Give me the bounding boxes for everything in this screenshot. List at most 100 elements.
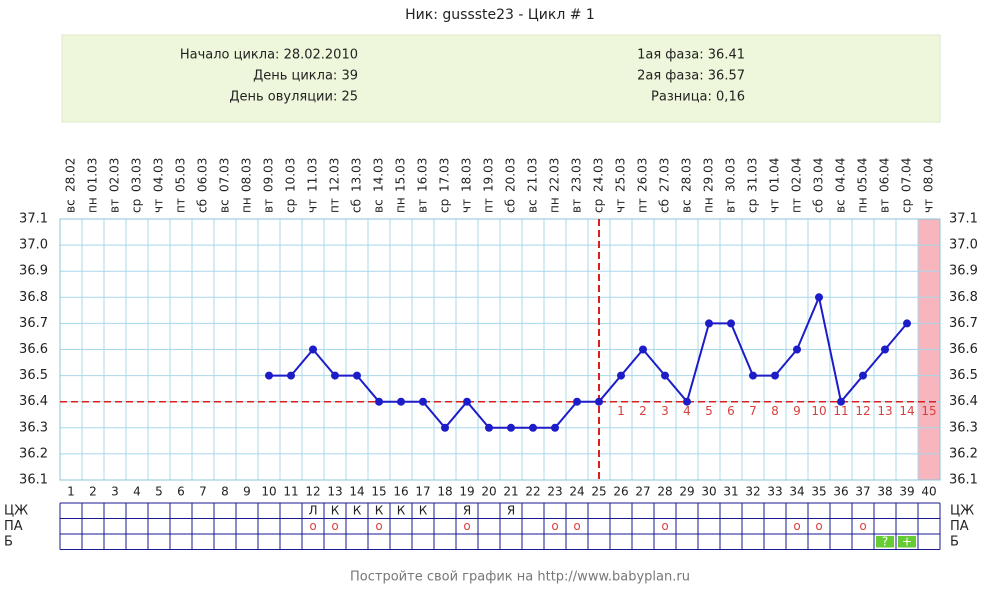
info-right: 1ая фаза: 36.41	[637, 48, 745, 63]
date: 22.03	[548, 158, 562, 192]
date: 07.03	[218, 158, 232, 192]
weekday: ср	[438, 199, 452, 213]
row-cell-text: К	[397, 503, 406, 517]
date: 06.03	[196, 158, 210, 192]
x-tick-label: 36	[833, 485, 848, 499]
weekday: вт	[878, 199, 892, 213]
luteal-day: 14	[899, 404, 914, 418]
date: 08.03	[240, 158, 254, 192]
temperature-point	[397, 397, 405, 406]
x-tick-label: 30	[701, 485, 716, 499]
date: 14.03	[372, 158, 386, 192]
x-tick-label: 11	[283, 485, 298, 499]
weekday: пн	[856, 197, 870, 213]
weekday: чт	[460, 199, 474, 213]
weekday: вс	[218, 199, 232, 213]
temperature-point	[353, 371, 361, 380]
temperature-point	[859, 371, 867, 380]
weekday: пн	[240, 197, 254, 213]
weekday: чт	[614, 199, 628, 213]
temperature-point	[595, 397, 603, 406]
date: 21.03	[526, 158, 540, 192]
y-tick-label-right: 36.4	[949, 394, 978, 409]
y-tick-label-right: 37.0	[949, 238, 978, 253]
date: 25.03	[614, 158, 628, 192]
date: 29.03	[702, 158, 716, 192]
info-left: День цикла: 39	[253, 69, 358, 84]
row-cell-text: o	[375, 519, 382, 533]
date: 31.03	[746, 158, 760, 192]
temperature-point	[463, 397, 471, 406]
row-label: ПА	[4, 519, 23, 534]
temperature-point	[551, 423, 559, 432]
temperature-point	[771, 371, 779, 380]
date: 18.03	[460, 158, 474, 192]
info-right: 2ая фаза: 36.57	[637, 69, 745, 84]
row-label-right: ПА	[950, 519, 969, 534]
luteal-day: 15	[921, 404, 936, 418]
weekday: чт	[152, 199, 166, 213]
weekday: вт	[262, 199, 276, 213]
x-tick-label: 27	[635, 485, 650, 499]
date: 07.04	[900, 158, 914, 192]
x-tick-label: 28	[657, 485, 672, 499]
temperature-point	[903, 319, 911, 328]
weekday: пн	[548, 197, 562, 213]
weekday: ср	[900, 199, 914, 213]
temperature-line	[269, 293, 908, 430]
date: 10.03	[284, 158, 298, 192]
temperature-point	[617, 371, 625, 380]
temperature-point	[573, 397, 581, 406]
date: 03.03	[130, 158, 144, 192]
luteal-day: 4	[683, 404, 691, 418]
weekday: чт	[922, 199, 936, 213]
temperature-point	[331, 371, 339, 380]
date: 08.04	[922, 158, 936, 192]
x-tick-label: 16	[393, 485, 408, 499]
x-tick-label: 1	[67, 485, 75, 499]
weekday: чт	[768, 199, 782, 213]
weekday: вс	[834, 199, 848, 213]
y-tick-label-right: 36.8	[949, 290, 978, 305]
temperature-point	[727, 319, 735, 328]
row-cell-text: К	[419, 503, 428, 517]
y-tick-label-right: 36.7	[949, 316, 978, 331]
date: 03.04	[812, 158, 826, 192]
x-tick-label: 26	[613, 485, 628, 499]
row-cell-text: o	[463, 519, 470, 533]
date: 06.04	[878, 158, 892, 192]
info-left: Начало цикла: 28.02.2010	[180, 48, 358, 63]
date: 04.03	[152, 158, 166, 192]
date: 02.04	[790, 158, 804, 192]
date: 27.03	[658, 158, 672, 192]
x-tick-label: 21	[503, 485, 518, 499]
date: 19.03	[482, 158, 496, 192]
date: 01.03	[86, 158, 100, 192]
luteal-day: 13	[877, 404, 892, 418]
y-tick-label: 36.3	[19, 420, 48, 435]
weekday: пт	[328, 198, 342, 213]
temperature-point	[661, 371, 669, 380]
y-tick-label-right: 37.1	[949, 212, 978, 227]
row-cell-text: +	[902, 534, 912, 548]
luteal-day: 3	[661, 404, 669, 418]
temperature-point	[815, 293, 823, 302]
weekday: сб	[504, 199, 518, 213]
y-tick-label-right: 36.3	[949, 420, 978, 435]
test-cell	[876, 536, 894, 548]
luteal-day: 1	[617, 404, 625, 418]
weekday: вт	[570, 199, 584, 213]
x-tick-label: 13	[327, 485, 342, 499]
row-cell-text: o	[309, 519, 316, 533]
weekday: вт	[416, 199, 430, 213]
temperature-point	[485, 423, 493, 432]
weekday: вс	[372, 199, 386, 213]
luteal-day: 7	[749, 404, 757, 418]
luteal-day: 10	[811, 404, 826, 418]
x-tick-label: 20	[481, 485, 496, 499]
luteal-day: 5	[705, 404, 713, 418]
info-right: Разница: 0,16	[651, 90, 745, 105]
x-tick-label: 31	[723, 485, 738, 499]
date: 15.03	[394, 158, 408, 192]
